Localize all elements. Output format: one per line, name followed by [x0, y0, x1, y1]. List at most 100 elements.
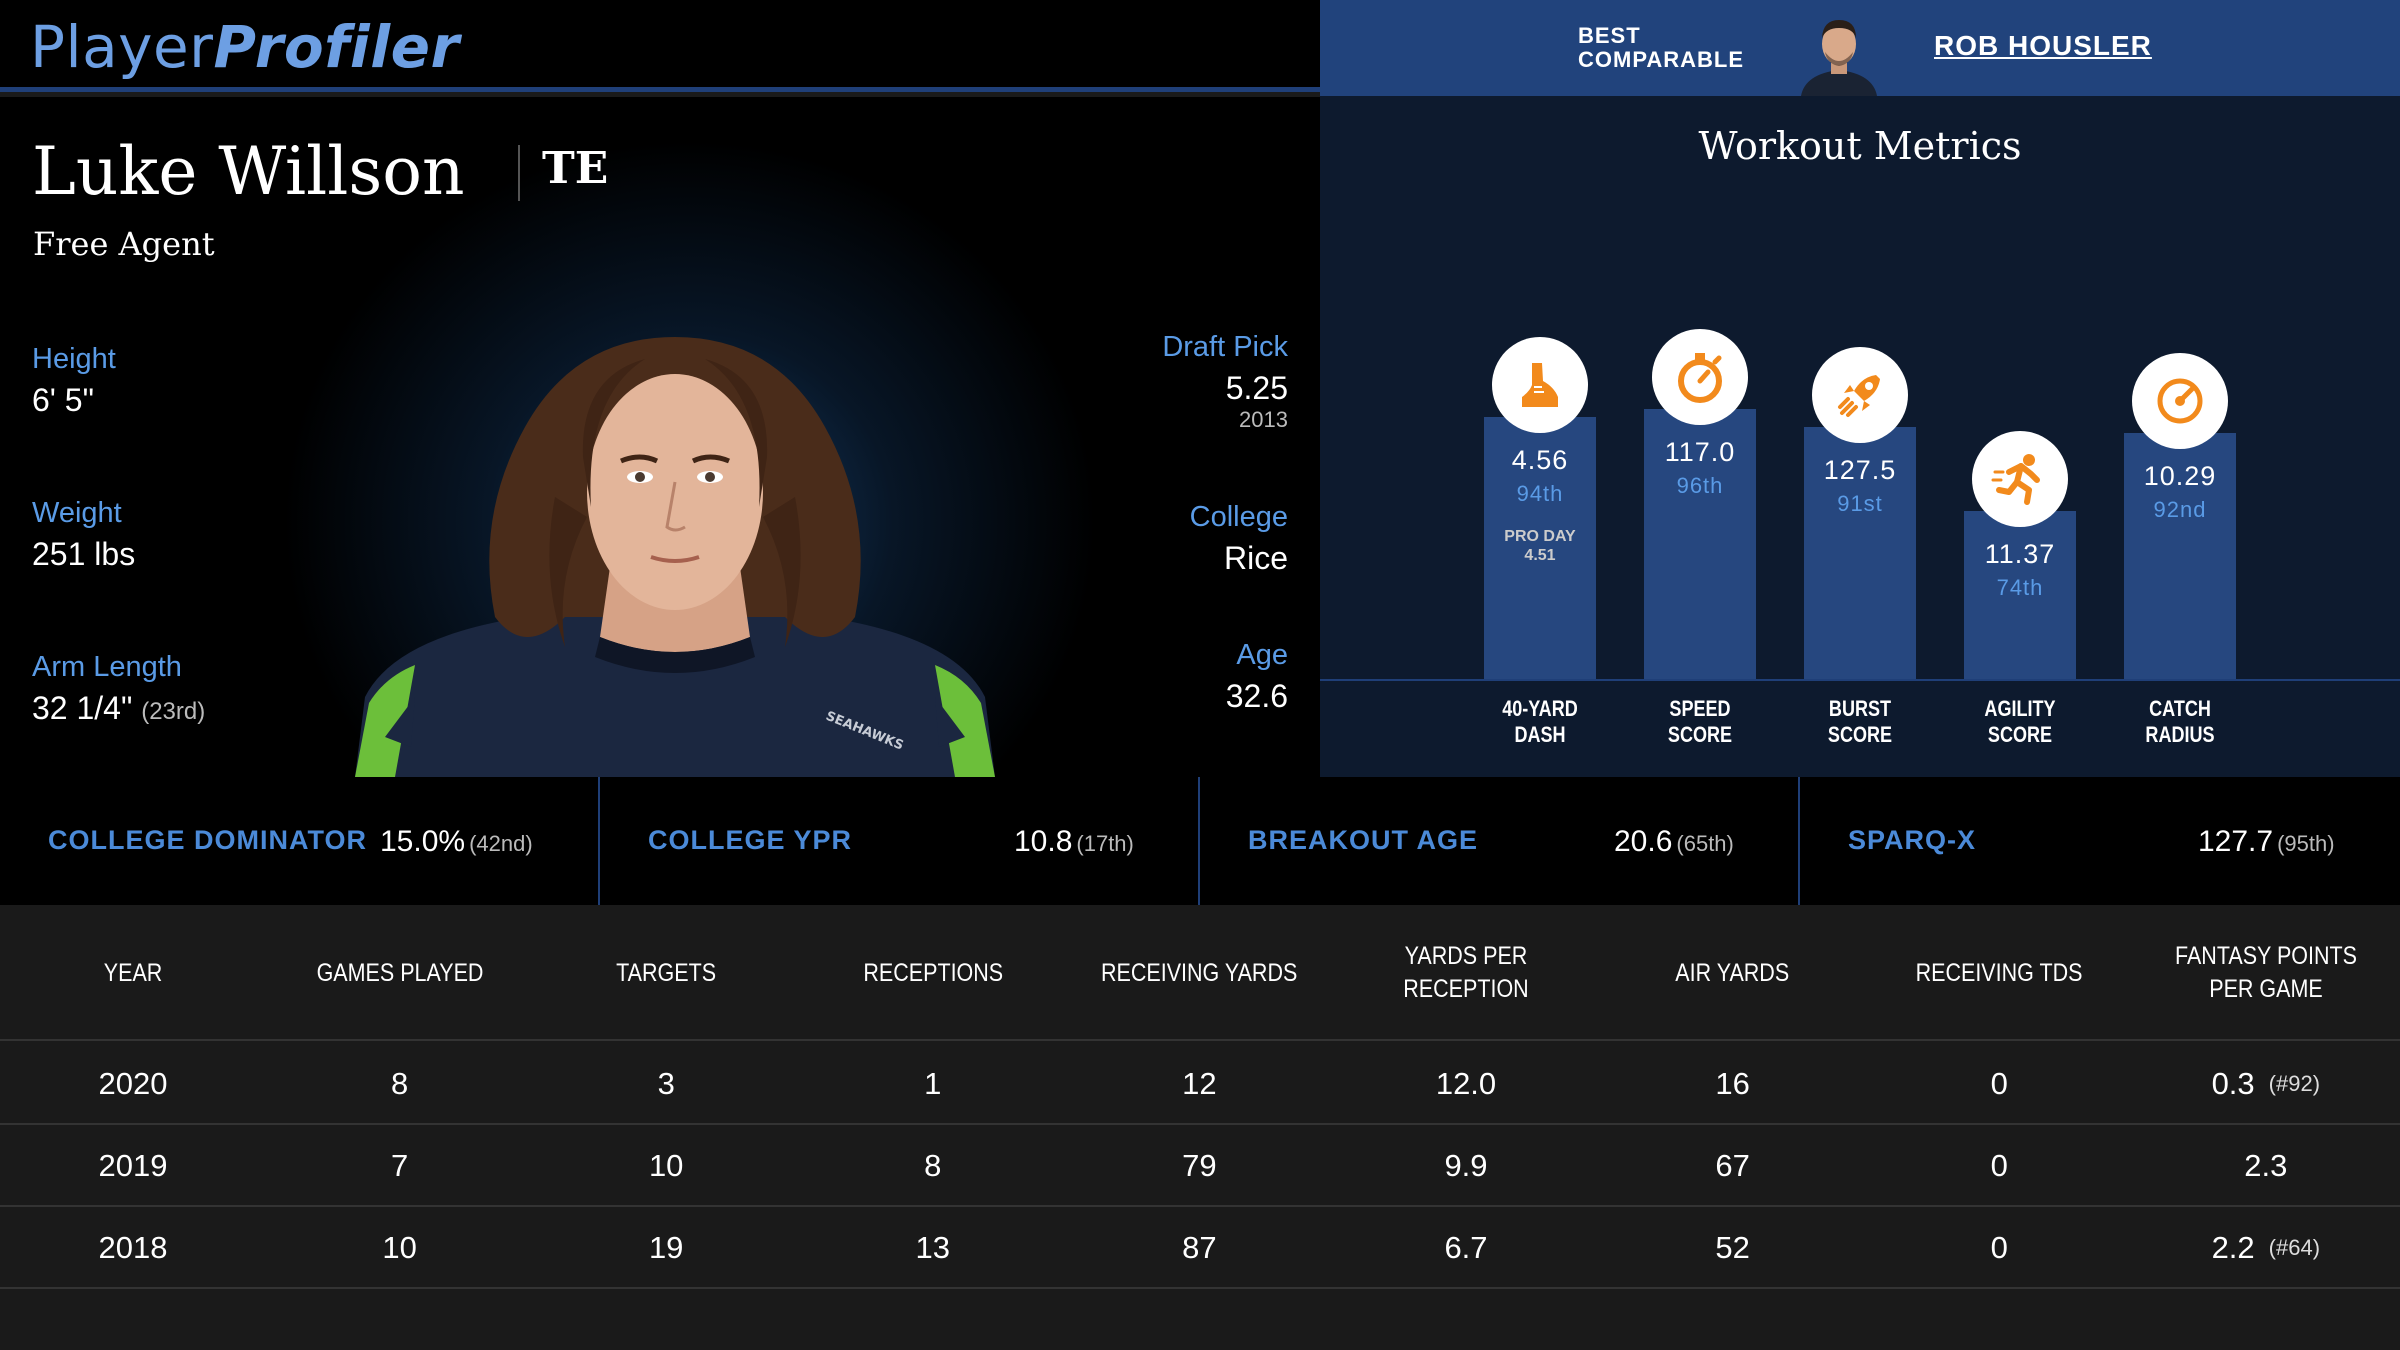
rocket-icon: [1812, 347, 1908, 443]
sparq-x-rank: (95th): [2277, 831, 2335, 856]
table-row[interactable]: 2020 8 3 1 12 12.0 16 0 0.3 (#92): [0, 1043, 2400, 1125]
metric-label: BURST SCORE: [1798, 696, 1923, 748]
college-stat: College Rice: [1190, 501, 1288, 577]
metric-label-line1: 40-YARD: [1502, 696, 1578, 721]
column-header-label: YARDS PER RECEPTION: [1403, 942, 1529, 1003]
cell-value: 10: [382, 1230, 417, 1265]
sparq-x-value: 127.7: [2198, 825, 2274, 858]
best-comparable-avatar: [1795, 8, 1883, 96]
column-header-label: GAMES PLAYED: [316, 958, 484, 987]
column-header-label: RECEIVING YARDS: [1101, 958, 1298, 987]
workout-metric-catch[interactable]: 10.29 92nd CATCH RADIUS: [2124, 96, 2236, 777]
column-header-yards-per-reception[interactable]: YARDS PER RECEPTION: [1333, 905, 1599, 1041]
cell-value: 2018: [98, 1230, 168, 1265]
column-header-label: RECEPTIONS: [862, 958, 1003, 987]
weight-value: 251 lbs: [32, 536, 136, 572]
logo-text-profiler: Profiler: [213, 13, 460, 81]
college-ypr-label: COLLEGE YPR: [648, 825, 853, 855]
cell-value: 16: [1715, 1066, 1750, 1101]
cell-value: 7: [390, 1148, 409, 1183]
column-header-year[interactable]: YEAR: [0, 905, 266, 1041]
college-ypr-cell[interactable]: COLLEGE YPR 10.8 (17th): [600, 777, 1200, 905]
draft-pick-label: Draft Pick: [1162, 331, 1288, 363]
cell-value: 79: [1182, 1148, 1217, 1183]
player-headshot: SEAHAWKS: [355, 317, 995, 777]
column-header-fantasy-points-per-game[interactable]: FANTASY POINTS PER GAME: [2133, 905, 2399, 1041]
table-row[interactable]: 2018 10 19 13 87 6.7 52 0 2.2 (#64): [0, 1207, 2400, 1289]
table-cell: 12.0: [1333, 1043, 1599, 1125]
metric-percentile: 92nd: [2153, 497, 2207, 522]
column-header-label: AIR YARDS: [1675, 958, 1790, 987]
metric-pro-day: PRO DAY 4.51: [1484, 527, 1596, 565]
table-row[interactable]: 2019 7 10 8 79 9.9 67 0 2.3: [0, 1125, 2400, 1207]
logo-text-player: Player: [30, 13, 214, 81]
table-cell: 2.3: [2133, 1125, 2399, 1207]
metrics-baseline: [1320, 679, 2400, 681]
column-header-receiving-tds[interactable]: RECEIVING TDS: [1866, 905, 2132, 1041]
metric-label-line1: AGILITY: [1984, 696, 2056, 721]
cell-value: 2020: [98, 1066, 168, 1101]
metric-label-line2: SCORE: [1987, 722, 2053, 747]
table-cell: 67: [1600, 1125, 1866, 1207]
cell-value: 67: [1715, 1148, 1750, 1183]
running-shoe-icon: [1492, 337, 1588, 433]
column-header-games-played[interactable]: GAMES PLAYED: [267, 905, 533, 1041]
metric-label-line2: DASH: [1514, 722, 1566, 747]
best-comparable-label-line2: COMPARABLE: [1578, 47, 1745, 72]
workout-metric-speed[interactable]: 117.0 96th SPEED SCORE: [1644, 96, 1756, 777]
column-header-label: RECEIVING TDS: [1915, 958, 2083, 987]
column-header-air-yards[interactable]: AIR YARDS: [1600, 905, 1866, 1041]
sparq-x-cell[interactable]: SPARQ-X 127.7 (95th): [1800, 777, 2400, 905]
best-comparable-link[interactable]: ROB HOUSLER: [1934, 30, 2152, 61]
table-cell: 2018: [0, 1207, 266, 1289]
metric-label-line1: SPEED: [1669, 696, 1731, 721]
metric-bar: [2124, 433, 2236, 679]
age-value: 32.6: [1225, 678, 1288, 714]
table-cell: 3: [533, 1043, 799, 1125]
column-header-receiving-yards[interactable]: RECEIVING YARDS: [1066, 905, 1332, 1041]
college-dominator-cell[interactable]: COLLEGE DOMINATOR 15.0% (42nd): [0, 777, 600, 905]
breakout-age-cell[interactable]: BREAKOUT AGE 20.6 (65th): [1200, 777, 1800, 905]
column-header-label: YEAR: [103, 958, 163, 987]
column-header-label: FANTASY POINTS PER GAME: [2174, 942, 2357, 1003]
cell-value: 6.7: [1444, 1230, 1488, 1265]
best-comparable-label-line1: BEST: [1578, 23, 1641, 48]
weight-label: Weight: [32, 497, 122, 529]
metric-percentile: 74th: [1996, 575, 2044, 600]
player-info-panel: Luke Willson TE Free Agent Height 6' 5" …: [0, 97, 1320, 777]
workout-metric-burst[interactable]: 127.5 91st BURST SCORE: [1804, 96, 1916, 777]
season-stats-table: YEAR GAMES PLAYED TARGETS RECEPTIONS RECEIVI…: [0, 905, 2400, 1350]
cell-value: 2019: [98, 1148, 168, 1183]
cell-value: 13: [915, 1230, 951, 1265]
metric-label: CATCH RADIUS: [2118, 696, 2243, 748]
workout-metrics-title: Workout Metrics: [1698, 124, 2022, 168]
table-cell: 0: [1866, 1207, 2132, 1289]
arm-length-rank: (23rd): [141, 698, 206, 725]
table-cell: 0.3 (#92): [2133, 1043, 2399, 1125]
table-cell: 10: [267, 1207, 533, 1289]
stopwatch-icon: [1652, 329, 1748, 425]
cell-value: 87: [1182, 1230, 1217, 1265]
site-header: PlayerProfiler: [0, 0, 1320, 92]
workout-metric-40-yard[interactable]: 4.56 94th PRO DAY 4.51 40-YARD DASH: [1484, 96, 1596, 777]
column-header-targets[interactable]: TARGETS: [533, 905, 799, 1041]
college-ypr-value: 10.8: [1014, 825, 1073, 858]
table-cell: 79: [1066, 1125, 1332, 1207]
height-stat: Height 6' 5": [32, 343, 116, 419]
column-header-receptions[interactable]: RECEPTIONS: [800, 905, 1066, 1041]
college-value: Rice: [1223, 540, 1288, 576]
playerprofiler-logo[interactable]: PlayerProfiler: [30, 14, 460, 80]
cell-value: 12.0: [1435, 1066, 1497, 1101]
table-cell: 10: [533, 1125, 799, 1207]
table-cell: 6.7: [1333, 1207, 1599, 1289]
draft-year: 2013: [1239, 407, 1288, 432]
college-dominator-value: 15.0%: [380, 825, 466, 858]
workout-metric-agility[interactable]: 11.37 74th AGILITY SCORE: [1964, 96, 2076, 777]
metric-label-line1: CATCH: [2149, 696, 2211, 721]
cell-value: 0.3: [2211, 1066, 2255, 1101]
age-stat: Age 32.6: [1226, 639, 1288, 715]
metric-bar: [1804, 427, 1916, 679]
cell-value: 1: [924, 1066, 942, 1101]
table-cell: 52: [1600, 1207, 1866, 1289]
metric-value: 4.56: [1511, 445, 1569, 475]
